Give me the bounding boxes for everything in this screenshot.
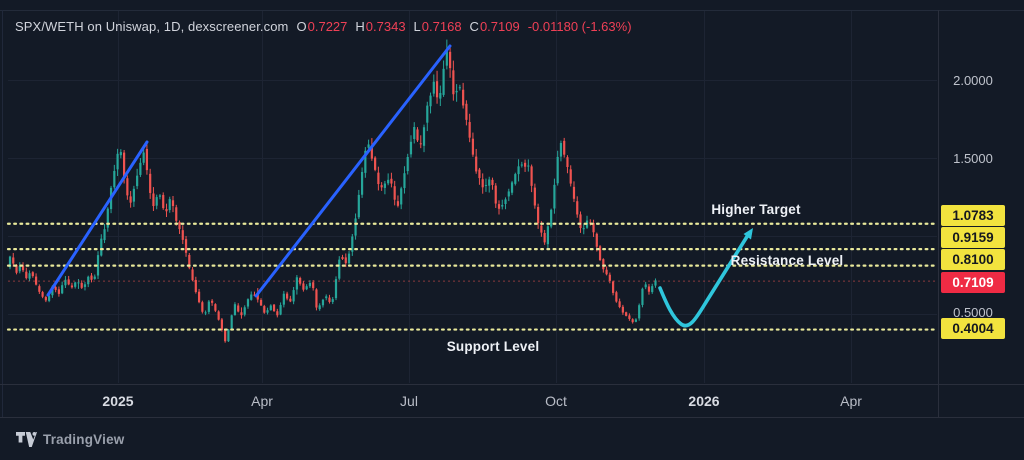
price-tick-1-5: 1.5000 xyxy=(953,151,993,166)
close-label: C xyxy=(469,19,479,34)
level-badge-1-0783: 1.0783 xyxy=(941,205,1005,226)
close-value: 0.7109 xyxy=(479,19,520,34)
level-badge-0-8100: 0.8100 xyxy=(941,249,1005,270)
high-label: H xyxy=(355,19,365,34)
high-value: 0.7343 xyxy=(365,19,406,34)
time-tick-oct: Oct xyxy=(545,393,567,409)
trendline-2[interactable] xyxy=(254,44,452,298)
tradingview-logo-icon xyxy=(16,432,37,447)
candlestick-series xyxy=(8,39,657,343)
tradingview-logo[interactable]: TradingView xyxy=(16,432,124,447)
higher-target-annotation[interactable]: Higher Target xyxy=(711,202,801,217)
time-axis-top-border xyxy=(0,384,1024,385)
symbol-header: SPX/WETH on Uniswap, 1D, dexscreener.com… xyxy=(15,19,632,34)
price-tick-2: 2.0000 xyxy=(953,73,993,88)
projection-arrow[interactable] xyxy=(658,228,753,328)
change-value: -0.01180 (-1.63%) xyxy=(527,19,632,34)
open-value: 0.7227 xyxy=(307,19,348,34)
resistance-level-annotation[interactable]: Resistance Level xyxy=(730,253,844,268)
open-label: O xyxy=(296,19,307,34)
widget-top-border xyxy=(0,10,1024,11)
current-price-badge: 0.7109 xyxy=(941,272,1005,293)
level-badge-0-4004: 0.4004 xyxy=(941,318,1005,339)
low-value: 0.7168 xyxy=(421,19,462,34)
time-tick-apr-2: Apr xyxy=(840,393,862,409)
tradingview-brand-text: TradingView xyxy=(43,432,125,447)
level-badge-0-9159: 0.9159 xyxy=(941,227,1005,248)
ohlc-readout: O 0.7227 H 0.7343 L 0.7168 C 0.7109 xyxy=(297,19,520,34)
time-tick-apr: Apr xyxy=(251,393,273,409)
time-tick-2025: 2025 xyxy=(102,393,134,409)
price-axis-border xyxy=(938,10,939,418)
widget-left-border xyxy=(2,10,3,418)
low-label: L xyxy=(413,19,421,34)
time-tick-2026: 2026 xyxy=(688,393,720,409)
grid-lines xyxy=(8,11,937,383)
time-tick-jul: Jul xyxy=(400,393,418,409)
trendline-1[interactable] xyxy=(46,140,149,297)
price-tick-0-5: 0.5000 xyxy=(953,305,993,320)
symbol-title: SPX/WETH on Uniswap, 1D, dexscreener.com xyxy=(15,19,289,34)
time-axis-bottom-border xyxy=(0,417,1024,418)
support-level-annotation[interactable]: Support Level xyxy=(446,339,540,354)
